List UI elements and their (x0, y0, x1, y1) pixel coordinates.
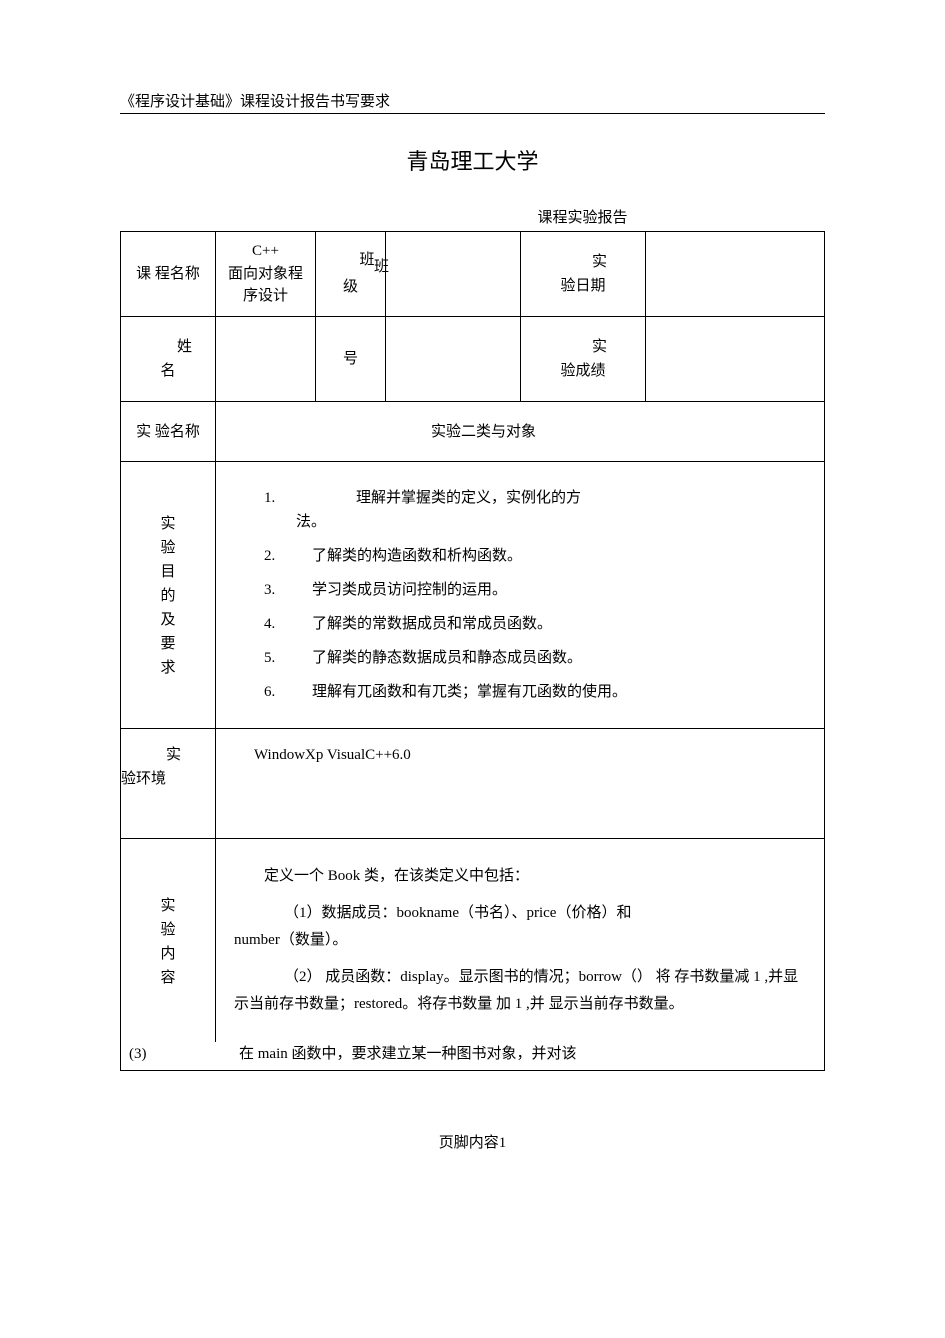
value-exp-date (646, 232, 825, 317)
table-row: (3) 在 main 函数中，要求建立某一种图书对象，并对该 (121, 1042, 825, 1071)
label-exp-name: 实 验名称 (121, 402, 216, 462)
value-student-name (216, 317, 316, 402)
label-course-name: 课 程名称 (121, 232, 216, 317)
obj-text: 了解类的常数据成员和常成员函数。 (294, 612, 806, 636)
class-label-offset: 班 (374, 255, 389, 279)
course-line: 序设计 (243, 288, 288, 304)
label-class: 班 级 班 (316, 232, 386, 317)
obj-num: 3. (264, 578, 294, 602)
name-label-a: 姓 (127, 335, 209, 359)
obj-char: 实 (127, 512, 209, 536)
list-item: 4. 了解类的常数据成员和常成员函数。 (264, 612, 806, 636)
content-char: 内 (127, 942, 209, 966)
env-content: WindowXp VisualC++6.0 (216, 729, 825, 839)
obj-char: 及 (127, 608, 209, 632)
exp-content: 定义一个 Book 类，在该类定义中包括： （1）数据成员：bookname（书… (216, 839, 825, 1043)
name-label-b: 名 (127, 359, 209, 383)
value-exp-grade (646, 317, 825, 402)
env-label-b: 验环境 (121, 767, 209, 791)
label-student-id: 号 (316, 317, 386, 402)
grade-label-a: 实 (527, 335, 639, 359)
report-table: 课 程名称 C++ 面向对象程 序设计 班 级 班 实 验日期 (120, 231, 825, 1071)
env-label-a: 实 (121, 743, 209, 767)
objectives-content: 1. 理解并掌握类的定义，实例化的方 法。 2. 了解类的构造函数和析构函数。 … (216, 462, 825, 729)
label-exp-grade: 实 验成绩 (521, 317, 646, 402)
page-header: 《程序设计基础》课程设计报告书写要求 (120, 90, 825, 114)
list-item: 5. 了解类的静态数据成员和静态成员函数。 (264, 646, 806, 670)
content-char: 实 (127, 894, 209, 918)
obj-char: 求 (127, 656, 209, 680)
obj-num: 4. (264, 612, 294, 636)
content-char: 验 (127, 918, 209, 942)
table-row: 实 验 内 容 定义一个 Book 类，在该类定义中包括： （1）数据成员：bo… (121, 839, 825, 1043)
obj-char: 目 (127, 560, 209, 584)
obj-num: 6. (264, 680, 294, 704)
label-exp-date: 实 验日期 (521, 232, 646, 317)
label-content: 实 验 内 容 (121, 839, 216, 1043)
value-course-name: C++ 面向对象程 序设计 (216, 232, 316, 317)
list-item: 1. 理解并掌握类的定义，实例化的方 法。 (264, 486, 806, 534)
list-item: 2. 了解类的构造函数和析构函数。 (264, 544, 806, 568)
content-p4-row: (3) 在 main 函数中，要求建立某一种图书对象，并对该 (121, 1042, 825, 1071)
list-item: 6. 理解有兀函数和有兀类；掌握有兀函数的使用。 (264, 680, 806, 704)
env-value: WindowXp VisualC++6.0 (234, 743, 806, 767)
obj-text: 学习类成员访问控制的运用。 (294, 578, 806, 602)
table-row: 课 程名称 C++ 面向对象程 序设计 班 级 班 实 验日期 (121, 232, 825, 317)
p4-num: (3) (129, 1042, 159, 1066)
date-label-a: 实 (527, 250, 639, 274)
class-label-b: 级 (322, 274, 379, 301)
value-student-id (386, 317, 521, 402)
grade-label-b: 验成绩 (527, 359, 639, 383)
content-p2: （1）数据成员：bookname（书名）、price（价格）和 number（数… (234, 900, 806, 954)
course-line: C++ (252, 243, 279, 259)
obj-char: 的 (127, 584, 209, 608)
obj-num: 1. (264, 486, 294, 510)
obj-text: 理解有兀函数和有兀类；掌握有兀函数的使用。 (294, 680, 806, 704)
obj-text: 了解类的构造函数和析构函数。 (294, 544, 806, 568)
obj-text: 了解类的静态数据成员和静态成员函数。 (294, 646, 806, 670)
obj-char: 要 (127, 632, 209, 656)
obj-num: 2. (264, 544, 294, 568)
value-exp-name: 实验二类与对象 (216, 402, 825, 462)
report-subtitle: 课程实验报告 (120, 206, 825, 227)
page-footer: 页脚内容1 (120, 1131, 825, 1152)
list-item: 3. 学习类成员访问控制的运用。 (264, 578, 806, 602)
table-row: 姓 名 号 实 验成绩 (121, 317, 825, 402)
obj-char: 验 (127, 536, 209, 560)
label-student-name: 姓 名 (121, 317, 216, 402)
date-label-b: 验日期 (527, 274, 639, 298)
university-title: 青岛理工大学 (120, 144, 825, 176)
label-env: 实 验环境 (121, 729, 216, 839)
table-row: 实 验环境 WindowXp VisualC++6.0 (121, 729, 825, 839)
content-p1: 定义一个 Book 类，在该类定义中包括： (234, 863, 806, 890)
content-p3: （2） 成员函数：display。显示图书的情况；borrow（） 将 存书数量… (234, 964, 806, 1018)
course-line: 面向对象程 (228, 266, 303, 282)
table-row: 实 验 目 的 及 要 求 1. 理解并掌握类的定义，实例化的方 法。 2. 了… (121, 462, 825, 729)
obj-num: 5. (264, 646, 294, 670)
class-label-a: 班 (322, 247, 379, 274)
content-char: 容 (127, 966, 209, 990)
value-class (386, 232, 521, 317)
exp-name-text: 实验二类与对象 (431, 420, 631, 444)
obj-text: 理解并掌握类的定义，实例化的方 法。 (294, 486, 806, 534)
p4-text: 在 main 函数中，要求建立某一种图书对象，并对该 (159, 1042, 816, 1066)
label-objectives: 实 验 目 的 及 要 求 (121, 462, 216, 729)
table-row: 实 验名称 实验二类与对象 (121, 402, 825, 462)
